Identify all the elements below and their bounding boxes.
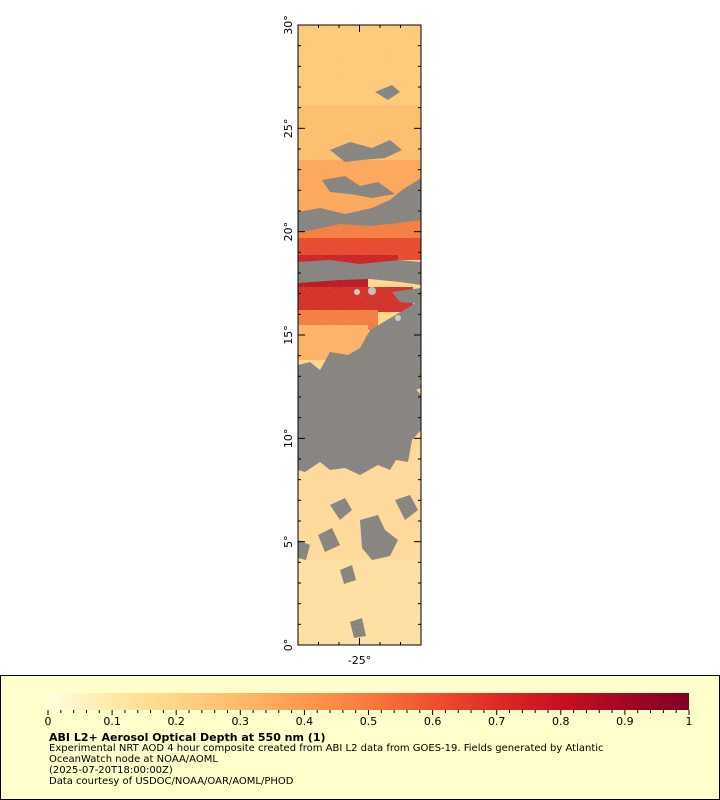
lon-label: -25° xyxy=(348,654,371,667)
legend-description-line1: Experimental NRT AOD 4 hour composite cr… xyxy=(49,743,604,754)
legend-timestamp: (2025-07-20T18:00:00Z) xyxy=(49,765,173,776)
lat-label: 20° xyxy=(282,222,295,242)
lat-label: 0° xyxy=(282,639,295,652)
lat-label: 5° xyxy=(282,535,295,548)
latitude-axis: 0° 5° 10° 15° 20° 25° 30° xyxy=(282,15,421,651)
colorbar-gradient xyxy=(48,693,689,710)
aod-texture xyxy=(298,25,421,645)
colorbar-tick-label: 0.5 xyxy=(360,715,378,728)
lat-label: 30° xyxy=(282,15,295,35)
colorbar-tick-label: 0.7 xyxy=(488,715,506,728)
colorbar-tick-label: 1 xyxy=(686,715,693,728)
colorbar-tick-label: 0.2 xyxy=(167,715,185,728)
colorbar-ticks: 0 0.1 0.2 0.3 0.4 0.5 0.6 0.7 0.8 0.9 1 xyxy=(45,710,693,728)
colorbar-tick-label: 0.1 xyxy=(103,715,121,728)
lat-label: 10° xyxy=(282,429,295,449)
colorbar-tick-label: 0.4 xyxy=(296,715,314,728)
colorbar-tick-label: 0.3 xyxy=(232,715,250,728)
map-plot-area xyxy=(298,25,421,645)
legend-description-line2: OceanWatch node at NOAA/AOML xyxy=(49,754,218,765)
legend-caption: ABI L2+ Aerosol Optical Depth at 550 nm … xyxy=(49,732,709,787)
aod-map: 0° 5° 10° 15° 20° 25° 30° -25° xyxy=(282,15,422,667)
colorbar-tick-label: 0.8 xyxy=(552,715,570,728)
colorbar-tick-label: 0 xyxy=(45,715,52,728)
legend-panel: 0 0.1 0.2 0.3 0.4 0.5 0.6 0.7 0.8 0.9 1 ABI L2+ Ae… xyxy=(0,675,720,800)
lat-label: 15° xyxy=(282,325,295,345)
legend-title: ABI L2+ Aerosol Optical Depth at 550 nm … xyxy=(49,731,326,744)
lat-label: 25° xyxy=(282,119,295,139)
colorbar: 0 0.1 0.2 0.3 0.4 0.5 0.6 0.7 0.8 0.9 1 xyxy=(45,693,693,728)
longitude-axis: -25° xyxy=(297,25,422,667)
colorbar-tick-label: 0.9 xyxy=(616,715,634,728)
colorbar-tick-label: 0.6 xyxy=(424,715,442,728)
legend-credits: Data courtesy of USDOC/NOAA/OAR/AOML/PHO… xyxy=(49,776,294,787)
